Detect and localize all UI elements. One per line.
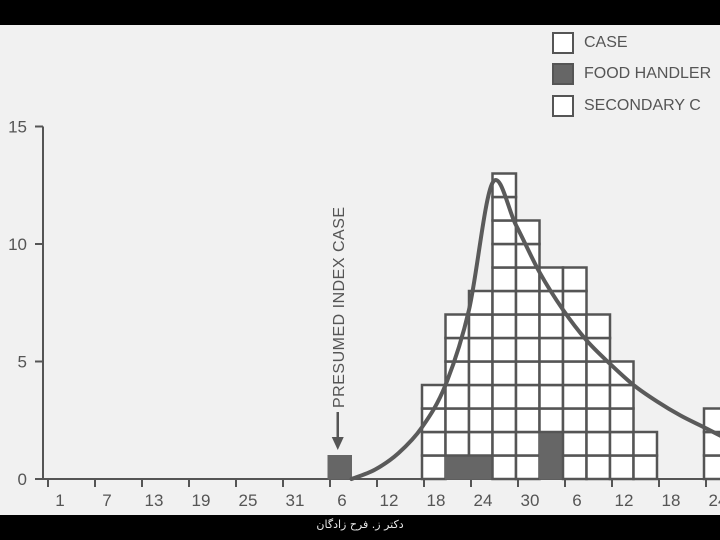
trend-curve (349, 178, 720, 481)
case-square (491, 242, 518, 269)
case-square (608, 430, 635, 457)
case-square (491, 407, 518, 434)
x-tick-label: 12 (615, 491, 634, 510)
case-square (444, 383, 471, 410)
x-tick-label: 25 (239, 491, 258, 510)
footer-credit: دکتر ز. فرح زادگان (316, 518, 404, 531)
case-square (420, 454, 447, 481)
case-square (491, 454, 518, 481)
case-square (491, 289, 518, 316)
x-tick-label: 24 (709, 491, 720, 510)
legend-item-food-handler: FOOD HANDLER (552, 62, 711, 86)
case-square (538, 383, 565, 410)
legend-swatch-secondary (552, 95, 574, 117)
legend-swatch-food-handler (552, 63, 574, 85)
case-square (561, 407, 588, 434)
case-square (514, 266, 541, 293)
food-handler-square (445, 455, 470, 480)
food-handler-square (539, 431, 564, 456)
case-square (538, 407, 565, 434)
case-square (514, 383, 541, 410)
x-tick-label: 12 (380, 491, 399, 510)
case-square (514, 454, 541, 481)
case-square (514, 360, 541, 387)
case-square (561, 336, 588, 363)
case-square (514, 289, 541, 316)
case-square (491, 383, 518, 410)
case-square (538, 360, 565, 387)
case-square (444, 430, 471, 457)
case-square (514, 407, 541, 434)
case-square (538, 336, 565, 363)
x-tick-label: 6 (572, 491, 581, 510)
case-square (491, 360, 518, 387)
legend-label-secondary: SECONDARY C (584, 97, 701, 114)
case-square (538, 313, 565, 340)
x-tick-label: 7 (102, 491, 111, 510)
legend-swatch-case (552, 32, 574, 54)
case-square (702, 454, 720, 481)
case-square (491, 266, 518, 293)
x-tick-label: 31 (286, 491, 305, 510)
case-square (561, 430, 588, 457)
case-square (585, 454, 612, 481)
annotation-label: PRESUMED INDEX CASE (331, 206, 348, 408)
case-square (514, 313, 541, 340)
x-tick-label: 30 (521, 491, 540, 510)
case-square (632, 454, 659, 481)
case-square (491, 219, 518, 246)
x-tick-label: 6 (337, 491, 346, 510)
case-square (561, 454, 588, 481)
food-handler-square (539, 455, 564, 480)
x-tick-label: 18 (427, 491, 446, 510)
case-square (420, 430, 447, 457)
x-tick-label: 18 (662, 491, 681, 510)
x-tick-label: 1 (55, 491, 64, 510)
case-square (608, 454, 635, 481)
y-tick-label: 5 (18, 353, 27, 372)
legend-item-secondary: SECONDARY C (552, 94, 701, 118)
case-square (467, 383, 494, 410)
case-square (467, 430, 494, 457)
case-square (561, 289, 588, 316)
epidemic-curve-chart: 0 5 10 15 1 7 13 19 25 31 6 12 18 24 30 6 12 18 24 PRESUME… (8, 118, 720, 510)
case-square (444, 407, 471, 434)
y-tick-label: 10 (8, 235, 27, 254)
case-square (608, 407, 635, 434)
case-square (585, 360, 612, 387)
food-handler-square (468, 455, 493, 480)
case-square (467, 407, 494, 434)
case-square (608, 383, 635, 410)
case-square (514, 336, 541, 363)
food-handler-square (327, 455, 352, 480)
case-square (632, 430, 659, 457)
chart-slide: 0 5 10 15 1 7 13 19 25 31 6 12 18 24 30 6 12 18 24 PRESUME… (0, 25, 720, 515)
case-square (491, 336, 518, 363)
annotation-arrow-head (331, 437, 344, 450)
case-square (585, 407, 612, 434)
x-tick-label: 24 (474, 491, 493, 510)
case-square (491, 430, 518, 457)
case-square (467, 313, 494, 340)
case-square (467, 360, 494, 387)
y-tick-label: 0 (18, 470, 27, 489)
case-square (514, 430, 541, 457)
legend-label-food-handler: FOOD HANDLER (584, 65, 712, 82)
y-tick-label: 15 (8, 118, 27, 137)
x-tick-label: 19 (192, 491, 211, 510)
legend-label-case: CASE (584, 34, 628, 51)
case-square (491, 313, 518, 340)
case-square (561, 383, 588, 410)
x-tick-label: 13 (145, 491, 164, 510)
legend-item-case: CASE (552, 31, 628, 55)
case-square (561, 360, 588, 387)
case-square (467, 336, 494, 363)
case-square (585, 383, 612, 410)
case-square (585, 430, 612, 457)
case-square (561, 266, 588, 293)
case-square (585, 313, 612, 340)
